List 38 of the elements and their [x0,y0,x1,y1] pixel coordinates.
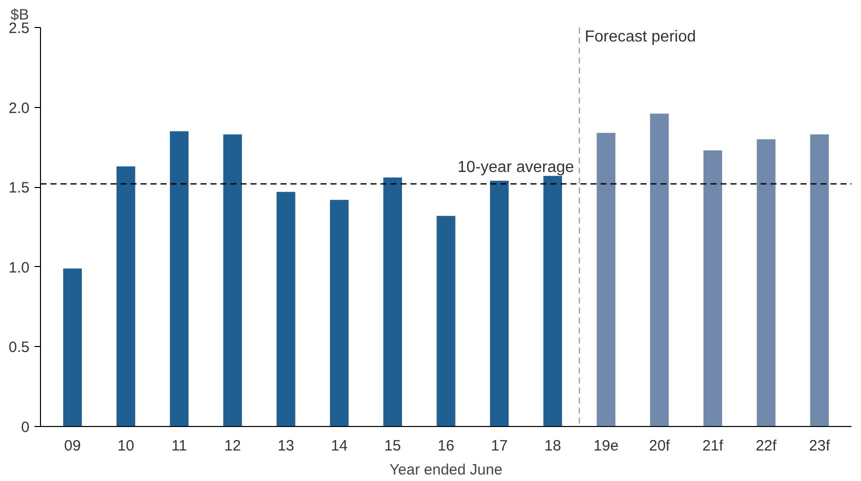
bar [810,134,829,426]
bar [490,180,509,426]
x-tick-label: 13 [278,438,294,454]
bar [596,132,616,426]
x-axis-title: Year ended June [390,462,502,478]
y-tick-label: 1.5 [8,180,30,197]
bar [170,131,189,426]
y-tick-label: 0 [21,419,30,436]
annotation: Forecast period [584,28,696,46]
y-tick-label: 0.5 [8,339,30,356]
x-tick-label: 09 [64,438,81,454]
ref-line-label: 10-year average [458,158,574,176]
x-tick-label: 15 [384,438,401,454]
bar [223,134,242,426]
x-tick-label: 12 [224,438,241,454]
bar [63,268,82,426]
x-tick-label: 16 [438,438,454,454]
x-tick-label: 18 [544,438,562,454]
x-tick-label: 21f [702,438,724,454]
bar [330,200,349,426]
y-tick-label: 1.0 [8,259,30,276]
bar [436,216,456,426]
bar [703,150,722,426]
x-tick-label: 14 [330,438,348,454]
x-tick-label: 10 [118,438,134,454]
x-tick-label: 22f [756,438,778,454]
y-tick-label: 2.0 [8,100,30,117]
x-tick-label: 17 [491,438,508,454]
bar [383,178,402,426]
x-tick-label: 20f [648,438,671,454]
bar [650,114,669,426]
bar [756,139,776,426]
bar [116,166,136,426]
x-tick-label: 23f [809,438,831,454]
x-tick-label: 19e [594,438,619,454]
bar [543,176,562,426]
x-tick-label: 11 [171,438,188,454]
bar [276,192,296,426]
